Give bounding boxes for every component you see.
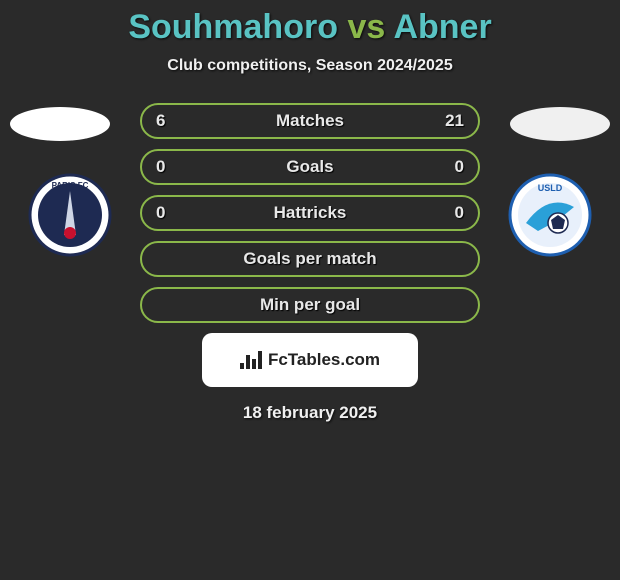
stat-left-value: 6 xyxy=(156,111,180,131)
stats-list: 6Matches210Goals00Hattricks0Goals per ma… xyxy=(140,103,480,323)
club-logo-left-icon: PARIS FC xyxy=(28,173,112,257)
bars-icon xyxy=(240,351,262,369)
stat-right-value: 0 xyxy=(440,203,464,223)
club-left-text: PARIS FC xyxy=(52,181,89,190)
title-vs: vs xyxy=(347,8,385,46)
player2-oval xyxy=(510,107,610,141)
club-badge-right: USLD xyxy=(500,173,600,257)
stat-right-value: 21 xyxy=(440,111,464,131)
player1-oval xyxy=(10,107,110,141)
stat-label: Matches xyxy=(142,111,478,131)
club-badge-right-circle: USLD xyxy=(508,173,592,257)
stat-row: 0Goals0 xyxy=(140,149,480,185)
title-player1: Souhmahoro xyxy=(128,8,338,46)
subtitle: Club competitions, Season 2024/2025 xyxy=(0,57,620,75)
stat-row: Goals per match xyxy=(140,241,480,277)
comparison-panel: PARIS FC USLD 6Matches210Goals00Hattrick… xyxy=(0,103,620,423)
club-right-text: USLD xyxy=(538,183,563,193)
club-logo-right-icon: USLD xyxy=(508,173,592,257)
stat-label: Goals xyxy=(142,157,478,177)
stat-row: 6Matches21 xyxy=(140,103,480,139)
stat-right-value: 0 xyxy=(440,157,464,177)
stat-label: Goals per match xyxy=(142,249,478,269)
stat-left-value: 0 xyxy=(156,203,180,223)
stat-row: Min per goal xyxy=(140,287,480,323)
club-badge-left-circle: PARIS FC xyxy=(28,173,112,257)
title-player2: Abner xyxy=(393,8,491,46)
stat-label: Min per goal xyxy=(142,295,478,315)
page-title: Souhmahoro vs Abner xyxy=(0,0,620,47)
site-attribution[interactable]: FcTables.com xyxy=(202,333,418,387)
stat-left-value: 0 xyxy=(156,157,180,177)
site-label: FcTables.com xyxy=(268,350,380,370)
date-label: 18 february 2025 xyxy=(0,403,620,423)
club-badge-left: PARIS FC xyxy=(20,173,120,257)
stat-label: Hattricks xyxy=(142,203,478,223)
stat-row: 0Hattricks0 xyxy=(140,195,480,231)
